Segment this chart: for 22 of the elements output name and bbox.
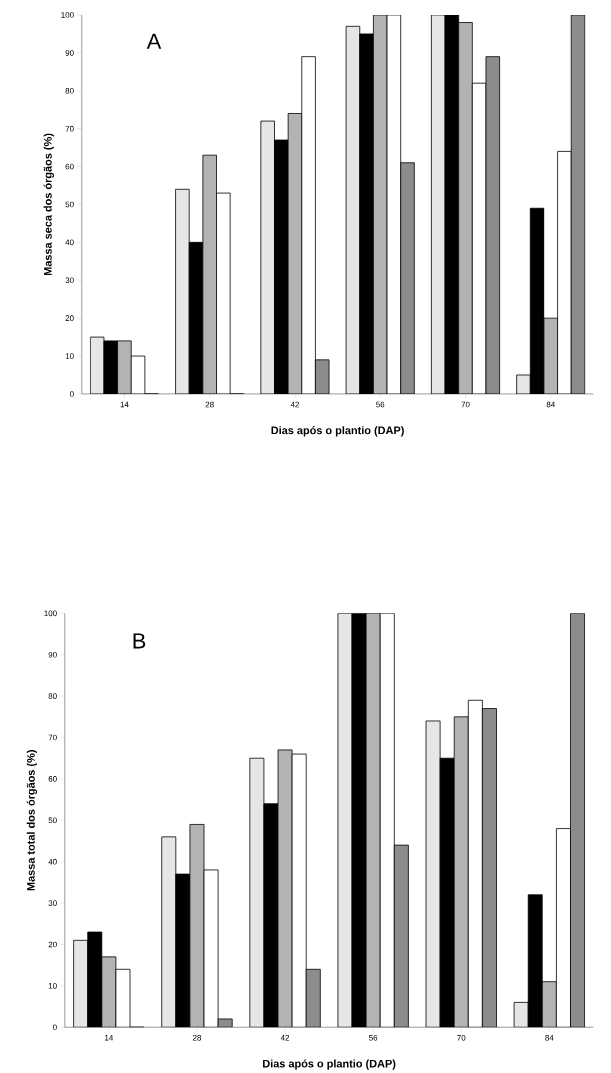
bar bbox=[400, 162, 415, 394]
bar bbox=[249, 757, 265, 1028]
y-axis-title: Massa seca dos órgãos (%) bbox=[43, 133, 54, 276]
bar bbox=[453, 716, 469, 1028]
bar bbox=[541, 981, 557, 1028]
x-axis-title: Dias após o plantio (DAP) bbox=[271, 426, 404, 437]
bar bbox=[365, 613, 381, 1028]
bar bbox=[101, 956, 117, 1028]
bar bbox=[260, 120, 275, 394]
annotation: A bbox=[146, 33, 162, 49]
annotation: B bbox=[133, 633, 146, 649]
bar bbox=[291, 753, 307, 1028]
bar bbox=[161, 836, 177, 1028]
bar bbox=[481, 708, 497, 1028]
bar bbox=[175, 188, 190, 394]
x-axis-title: Dias após o plantio (DAP) bbox=[262, 1059, 396, 1070]
bar bbox=[569, 613, 585, 1028]
y-axis-title: Massa total dos órgãos (%) bbox=[26, 750, 37, 891]
bar bbox=[393, 844, 409, 1028]
bar bbox=[305, 968, 321, 1028]
bar bbox=[379, 613, 395, 1028]
bar bbox=[73, 939, 88, 1028]
